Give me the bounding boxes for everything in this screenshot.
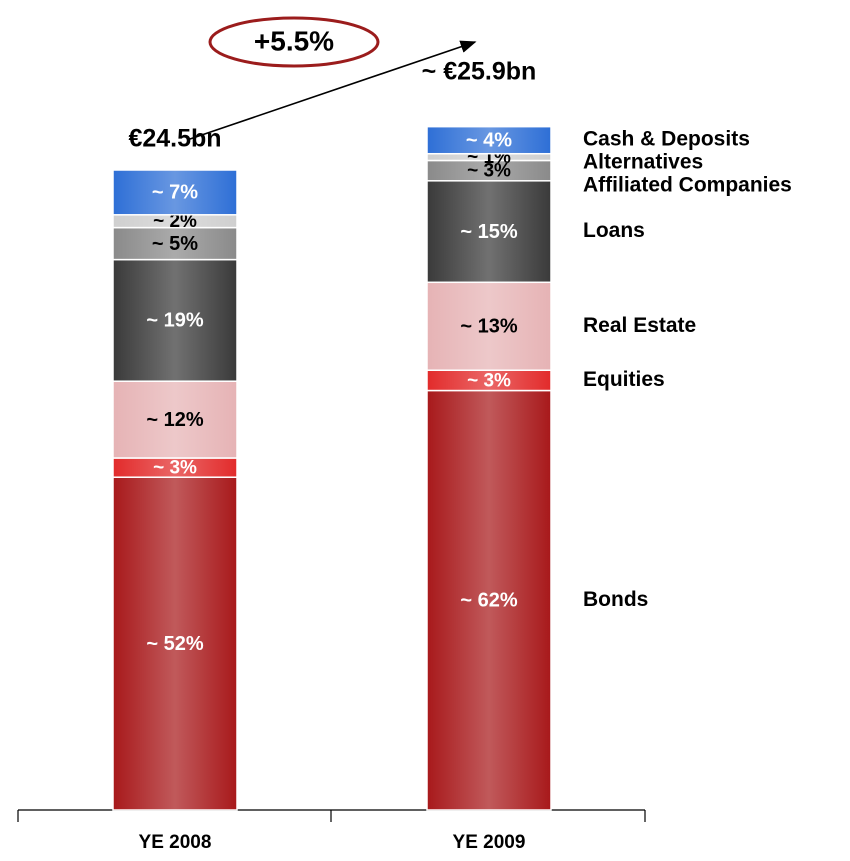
bar-shine xyxy=(427,126,551,154)
value-label: ~ 12% xyxy=(146,409,203,431)
legend-label: Cash & Deposits xyxy=(583,128,750,151)
value-label: ~ 5% xyxy=(152,233,198,255)
x-tick-label: YE 2009 xyxy=(453,832,526,853)
bar-shine xyxy=(427,160,551,181)
legend-label: Loans xyxy=(583,219,645,242)
bar-shine xyxy=(113,170,237,215)
bar-shine xyxy=(113,214,237,228)
legend-label: Real Estate xyxy=(583,314,696,337)
legend-label: Alternatives xyxy=(583,151,703,174)
legend-label: Bonds xyxy=(583,588,648,611)
growth-ellipse xyxy=(208,16,380,68)
bar-shine xyxy=(113,259,237,382)
bar-shine xyxy=(427,153,551,161)
total-label: ~ €25.9bn xyxy=(422,57,537,85)
legend-label: Equities xyxy=(583,368,665,391)
value-label: ~ 13% xyxy=(460,316,517,338)
growth-arrow xyxy=(186,40,477,141)
bar-shine xyxy=(427,370,551,391)
bar-shine xyxy=(427,390,551,810)
value-label: ~ 62% xyxy=(460,590,517,612)
bar-shine xyxy=(427,180,551,283)
value-label: ~ 7% xyxy=(152,182,198,204)
value-label: ~ 52% xyxy=(146,633,203,655)
legend-label: Affiliated Companies xyxy=(583,174,792,197)
bar-shine xyxy=(113,227,237,260)
bar-shine xyxy=(113,477,237,810)
value-label: ~ 19% xyxy=(146,310,203,332)
value-label: ~ 3% xyxy=(467,370,511,391)
bar-shine xyxy=(113,381,237,458)
bar-shine xyxy=(427,282,551,371)
bar-shine xyxy=(113,458,237,478)
value-label: ~ 3% xyxy=(467,161,511,182)
value-label: ~ 3% xyxy=(153,458,197,479)
total-label: €24.5bn xyxy=(128,125,221,153)
value-label: ~ 2% xyxy=(153,211,197,232)
growth-label: +5.5% xyxy=(254,25,334,56)
value-label: ~ 4% xyxy=(466,129,512,151)
value-label: ~ 15% xyxy=(460,221,517,243)
x-tick-label: YE 2008 xyxy=(139,832,212,853)
